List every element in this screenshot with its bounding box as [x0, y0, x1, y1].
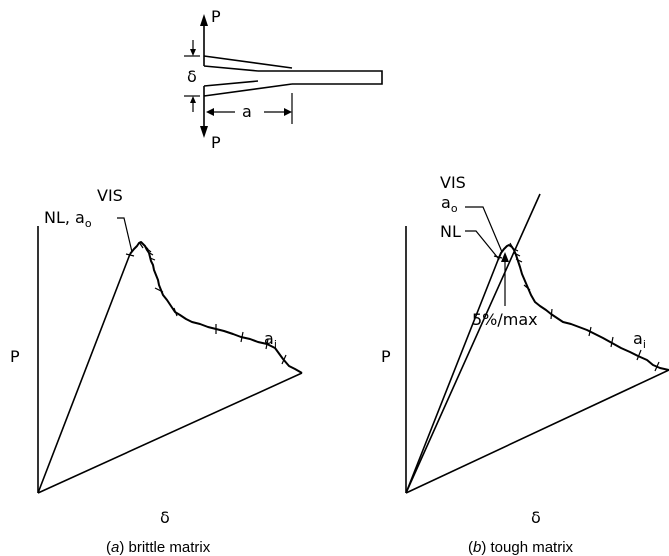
panel-a-ai-label: ai [264, 329, 277, 351]
panel-b-ao-leader [465, 206, 503, 253]
crack-length-label: a [242, 102, 252, 121]
load-arrowhead-down [200, 126, 208, 138]
delta-arrowhead-top [190, 49, 196, 56]
panel-b-tick [493, 255, 503, 259]
panel-a-tick [125, 253, 135, 257]
panel-b-crack-ticks [493, 242, 660, 372]
delta-arrowhead-bottom [190, 96, 196, 103]
panel-a-tick [265, 338, 269, 350]
panel-b-caption: (b) tough matrix [468, 539, 574, 556]
crack-length-arrowhead-right [284, 108, 292, 116]
panel-b-tick [610, 336, 614, 348]
panel-b-load-curve [497, 244, 669, 371]
panel-b-x-label: δ [531, 508, 541, 527]
panel-b-ai-label: ai [633, 329, 646, 351]
panel-b-loading-line [405, 259, 499, 494]
specimen-ligament [258, 70, 383, 85]
panel-b-tick [654, 361, 660, 372]
panel-a-secant-line [37, 372, 303, 494]
panel-b-5pct-offset-line [405, 193, 541, 494]
panel-a-tick [145, 247, 152, 253]
panel-b-ao-label: ao [441, 193, 458, 215]
panel-b-tick [515, 258, 523, 263]
panel-a-tick [138, 241, 144, 249]
panel-a-load-curve [129, 241, 303, 374]
specimen-lower-arm [203, 80, 293, 97]
load-label-bottom: P [211, 133, 221, 152]
panel-b-tick [513, 252, 521, 257]
panel-b-tough: 5%/max VIS ao NL P δ ai (b) tough matrix [381, 173, 669, 556]
load-arrowhead-up [200, 14, 208, 26]
panel-a-tick [147, 251, 154, 256]
panel-a-tick [240, 331, 244, 343]
panel-a-tick [149, 257, 156, 261]
panel-a-loading-line [37, 253, 131, 494]
delta-label: δ [187, 67, 197, 86]
specimen-upper-arm [203, 55, 293, 72]
panel-a-tick [154, 287, 164, 293]
panel-a-vis-label: VIS [97, 186, 123, 205]
panel-b-y-label: P [381, 347, 391, 366]
load-label-top: P [211, 7, 221, 26]
panel-b-vis-label: VIS [440, 173, 466, 192]
panel-a-crack-ticks [125, 241, 287, 365]
panel-a-caption: (a) brittle matrix [106, 539, 211, 556]
crack-length-arrowhead-left [206, 108, 214, 116]
panel-b-tick [523, 284, 531, 291]
panel-a-x-label: δ [160, 508, 170, 527]
panel-b-tick [550, 308, 553, 320]
panel-a-tick [281, 354, 287, 365]
panel-b-nl-label: NL [440, 222, 461, 241]
panel-b-tick [636, 349, 642, 361]
panel-b-tick [588, 326, 592, 337]
panel-a-y-label: P [10, 347, 20, 366]
panel-b-5pct-arrowhead [501, 252, 509, 262]
panel-a-nl-leader [117, 217, 133, 253]
panel-b-5pct-label: 5%/max [472, 310, 538, 329]
panel-a-nl-ao-label: NL, ao [44, 208, 92, 230]
panel-b-nl-leader [465, 230, 499, 259]
panel-b-tick [511, 247, 519, 252]
dcb-specimen: P P δ a [184, 7, 383, 152]
panel-b-secant-line [405, 369, 669, 494]
panel-a-brittle: VIS NL, ao P δ ai (a) brittle matrix [10, 186, 303, 556]
panel-a-tick [173, 307, 178, 317]
